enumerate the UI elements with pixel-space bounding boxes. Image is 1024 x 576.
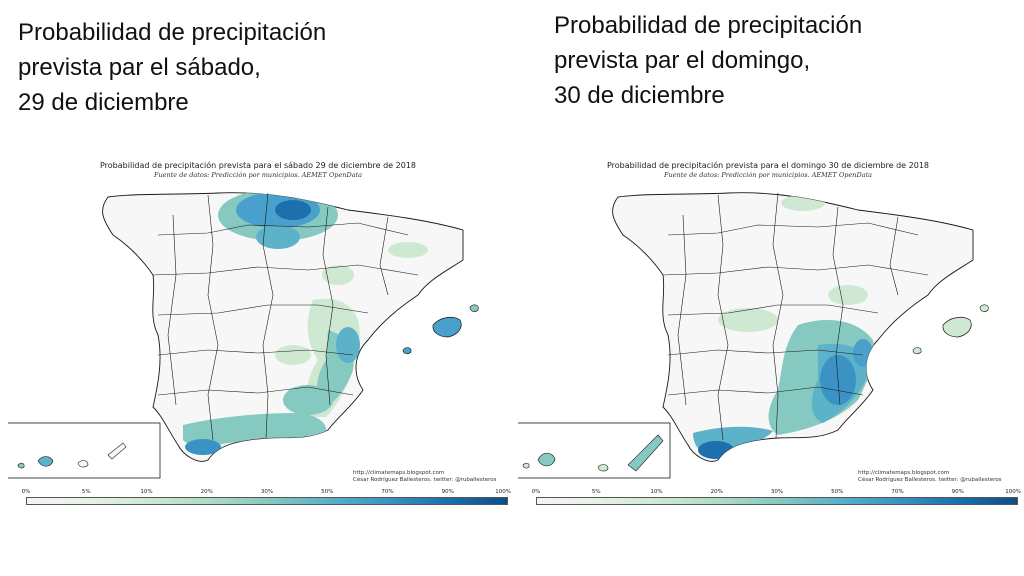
heading-saturday: Probabilidad de precipitación prevista p… <box>18 15 326 120</box>
scale-tick-label: 20% <box>200 489 213 495</box>
map-credit: http://climatemaps.blogspot.com César Ro… <box>858 470 1002 484</box>
credit-author: César Rodríguez Ballesteros. twitter: @r… <box>858 477 1002 483</box>
scale-tick-label: 70% <box>891 489 904 495</box>
probability-colorbar <box>26 497 508 505</box>
map-panel-sunday: Probabilidad de precipitación prevista p… <box>518 155 1022 510</box>
scale-tick-label: 20% <box>710 489 723 495</box>
scale-tick-label: 0% <box>531 489 541 495</box>
map-source: Fuente de datos: Predicción por municipi… <box>153 171 363 179</box>
heading-line: 30 de diciembre <box>554 82 725 109</box>
probability-colorbar <box>536 497 1018 505</box>
heading-line: prevista par el sábado, <box>18 54 261 81</box>
scale-tick-label: 5% <box>591 489 601 495</box>
scale-tick-label: 10% <box>140 489 153 495</box>
scale-tick-label: 30% <box>260 489 274 495</box>
scale-tick-label: 90% <box>951 489 964 495</box>
spain-map-saturday <box>8 192 479 479</box>
map-title: Probabilidad de precipitación prevista p… <box>606 161 930 170</box>
scale-tick-label: 50% <box>831 489 844 495</box>
scale-tick-label: 30% <box>770 489 784 495</box>
scale-tick-label: 100% <box>1005 489 1022 495</box>
credit-author: César Rodríguez Ballesteros. twitter: @r… <box>353 477 497 483</box>
scale-tick-label: 50% <box>321 489 334 495</box>
scale-tick-labels: 0% 5% 10% 20% 30% 50% 70% 90% 100% <box>22 489 512 497</box>
scale-tick-label: 5% <box>81 489 91 495</box>
scale-tick-label: 100% <box>495 489 512 495</box>
map-credit: http://climatemaps.blogspot.com César Ro… <box>353 470 497 484</box>
heading-line: Probabilidad de precipitación <box>18 19 327 46</box>
map-source: Fuente de datos: Predicción por municipi… <box>663 171 873 179</box>
heading-line: 29 de diciembre <box>18 89 189 116</box>
map-title: Probabilidad de precipitación prevista p… <box>99 161 416 170</box>
scale-tick-label: 10% <box>650 489 663 495</box>
heading-sunday: Probabilidad de precipitación prevista p… <box>554 8 862 113</box>
heading-line: Probabilidad de precipitación <box>554 12 863 39</box>
scale-tick-label: 90% <box>441 489 454 495</box>
credit-url: http://climatemaps.blogspot.com <box>858 470 950 476</box>
credit-url: http://climatemaps.blogspot.com <box>353 470 445 476</box>
spain-map-sunday <box>518 192 989 479</box>
scale-tick-label: 0% <box>21 489 31 495</box>
scale-tick-label: 70% <box>381 489 394 495</box>
scale-tick-labels: 0% 5% 10% 20% 30% 50% 70% 90% 100% <box>532 489 1022 497</box>
map-panel-saturday: Probabilidad de precipitación prevista p… <box>8 155 512 510</box>
heading-line: prevista par el domingo, <box>554 47 811 74</box>
